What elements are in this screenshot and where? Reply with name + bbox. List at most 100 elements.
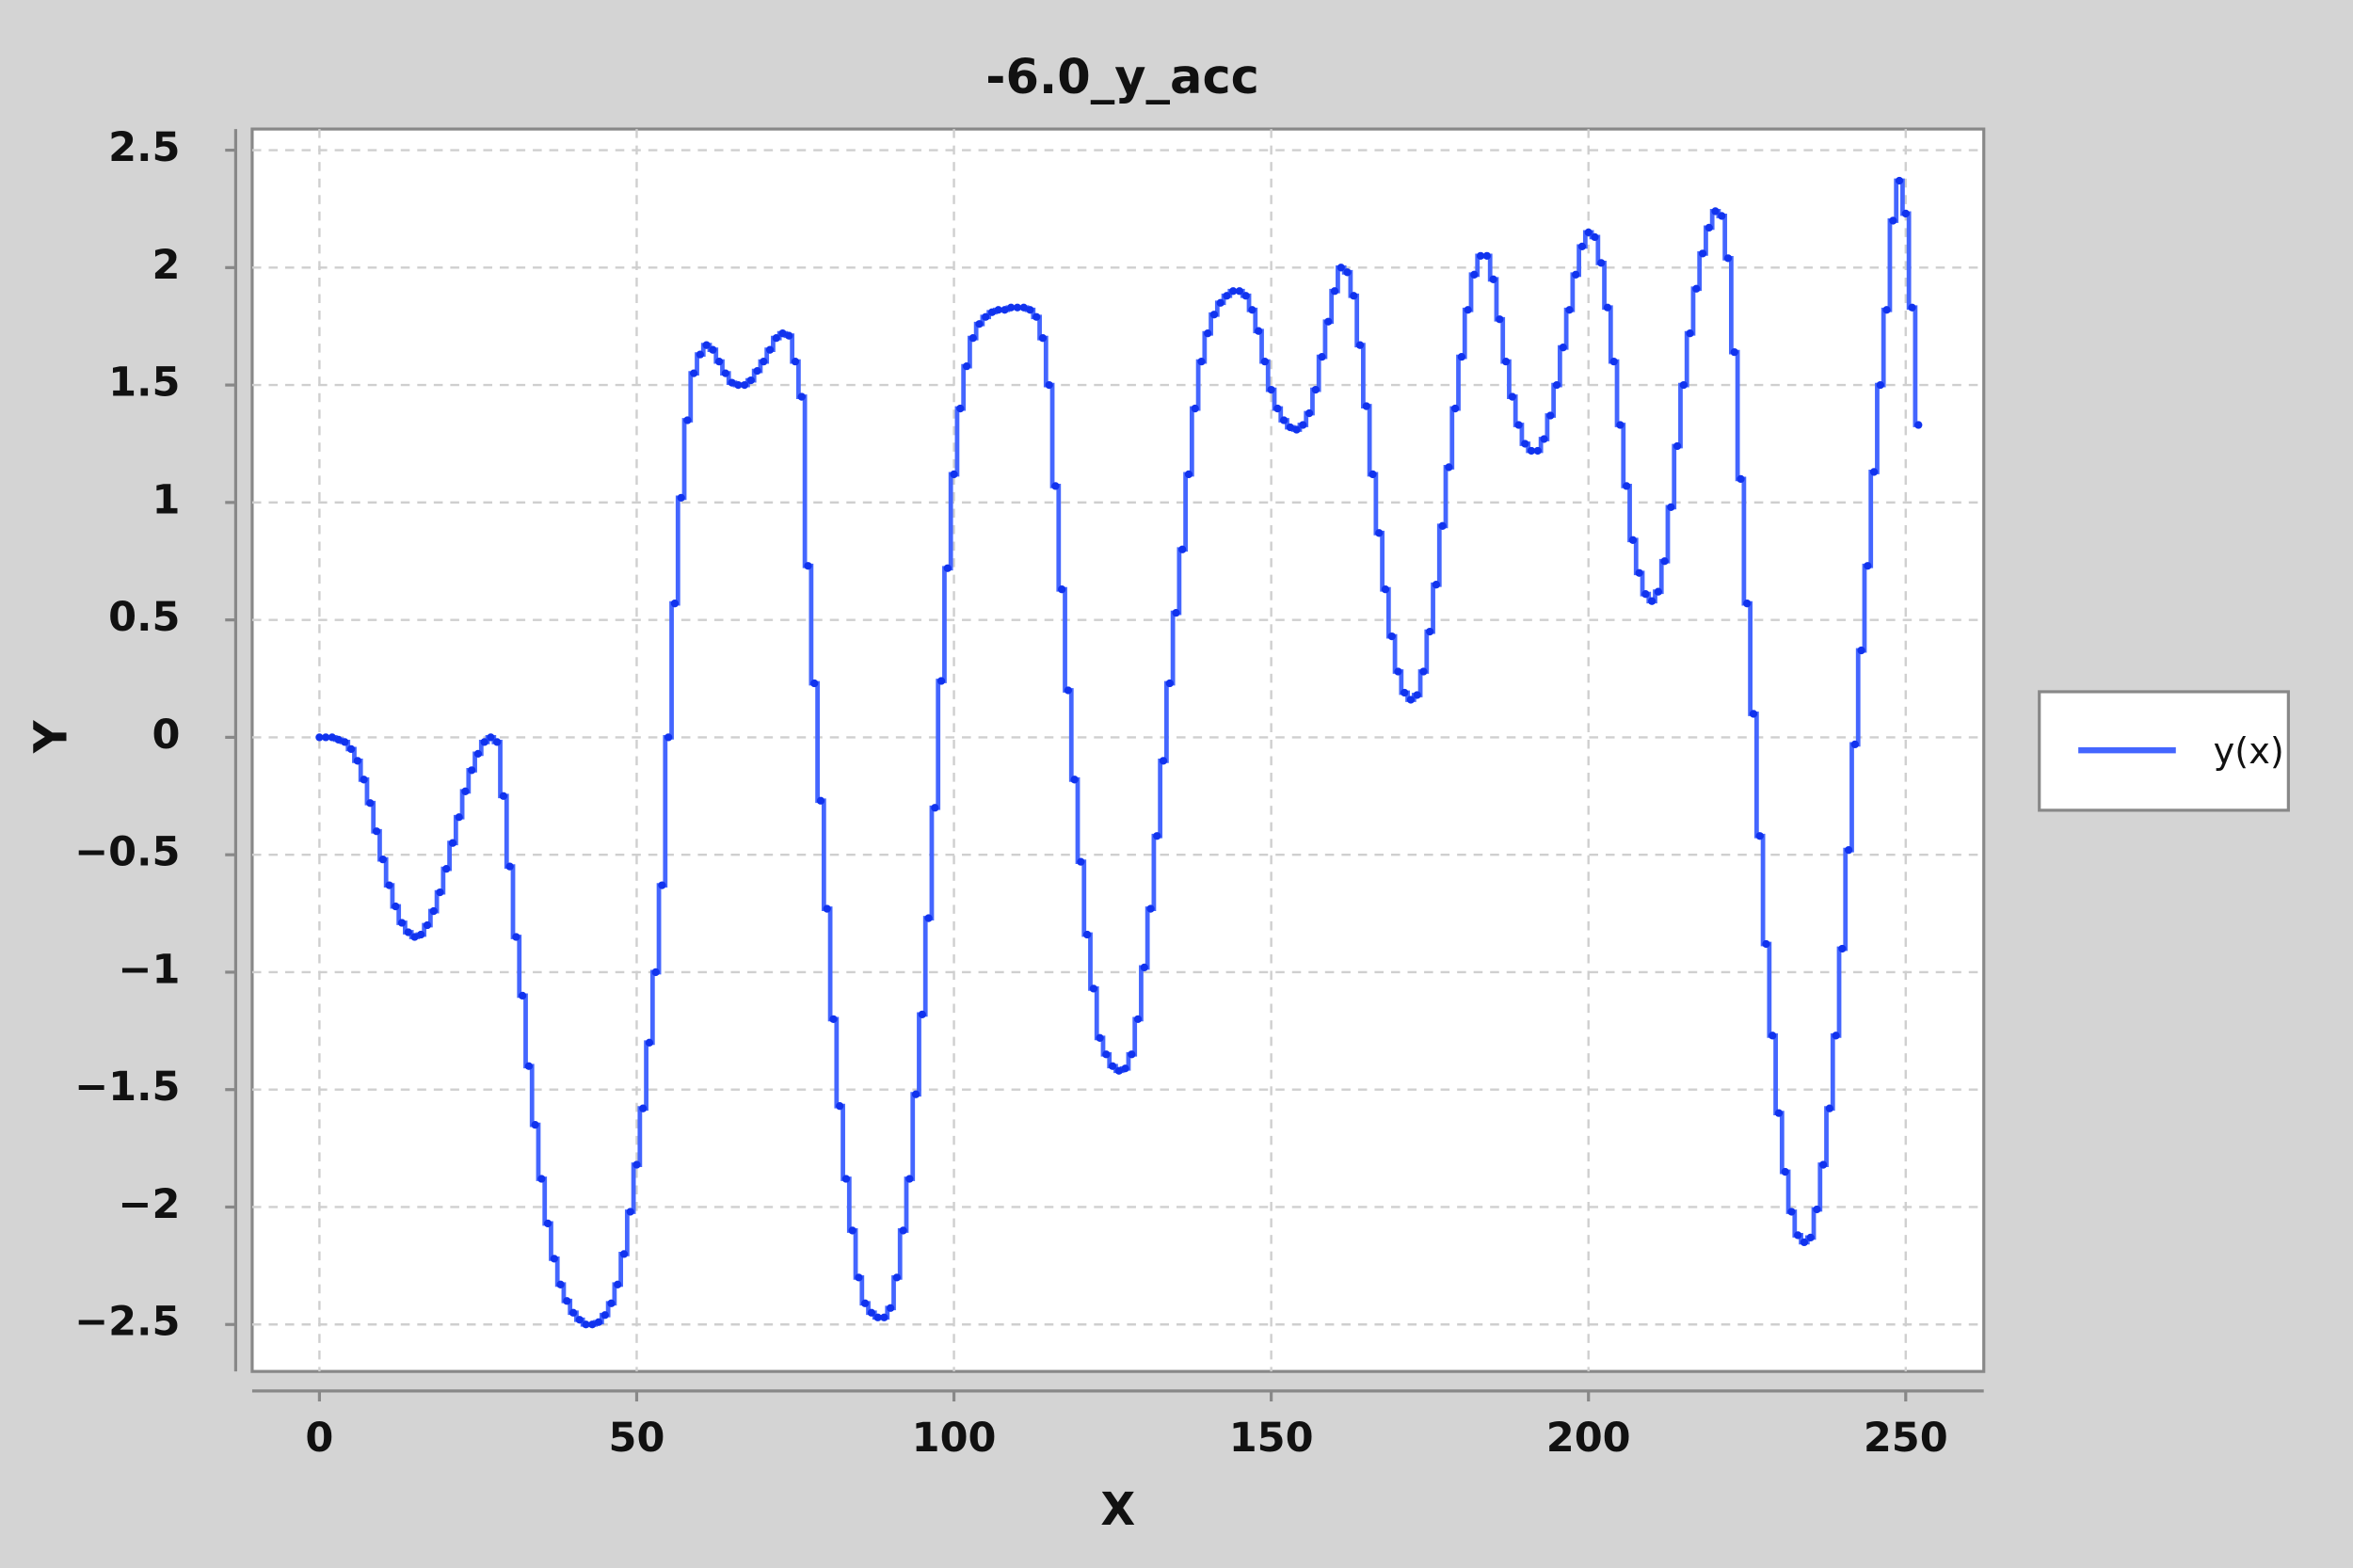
data-point (841, 1175, 851, 1183)
data-point (1572, 270, 1580, 279)
data-point (1438, 521, 1447, 530)
data-point (600, 1311, 609, 1320)
data-point (1273, 404, 1282, 413)
data-point (385, 881, 393, 889)
y-axis-label: Y (25, 719, 77, 754)
data-point (829, 1015, 838, 1023)
data-point (1737, 474, 1745, 484)
data-point (436, 888, 444, 897)
data-point (931, 804, 939, 812)
data-point (1832, 1032, 1840, 1040)
data-point (582, 1320, 590, 1329)
data-point (1140, 963, 1148, 972)
data-point (1794, 1231, 1802, 1240)
data-point (1514, 421, 1523, 429)
data-point (1013, 303, 1022, 312)
data-point (1876, 380, 1884, 390)
data-point (346, 744, 356, 754)
data-point (588, 1320, 597, 1329)
y-tick-label: 0.5 (108, 594, 180, 641)
data-point (473, 749, 483, 759)
data-point (861, 1299, 870, 1307)
y-tick-label: 0 (152, 712, 180, 759)
data-point (987, 308, 997, 316)
data-point (1369, 470, 1377, 479)
plot-area (250, 127, 1986, 1373)
data-point (429, 906, 438, 916)
data-point (1718, 212, 1726, 220)
data-point (982, 312, 990, 321)
data-point (556, 1280, 565, 1288)
data-point (1623, 482, 1631, 490)
legend: y(x) (2038, 690, 2290, 812)
data-point (1857, 646, 1865, 655)
data-point (1184, 470, 1193, 479)
data-point (1628, 536, 1638, 544)
data-point (797, 392, 806, 401)
data-point (696, 350, 705, 359)
data-point (321, 733, 330, 742)
data-point (804, 562, 812, 570)
data-point (1749, 710, 1758, 718)
data-point (1159, 757, 1168, 765)
data-point (823, 904, 831, 913)
data-point (499, 792, 508, 800)
data-point (1255, 327, 1263, 335)
data-point (810, 679, 819, 688)
data-point (1128, 1050, 1136, 1059)
data-point (1121, 1064, 1129, 1073)
data-point (423, 920, 432, 930)
y-tick-label: 2.5 (108, 124, 180, 171)
data-point (714, 358, 724, 366)
data-point (334, 735, 343, 744)
data-point (690, 369, 698, 377)
data-point (1375, 529, 1384, 537)
data-point (1146, 904, 1155, 913)
data-point (1654, 587, 1663, 596)
data-point (721, 369, 730, 377)
y-tick-label: −1.5 (74, 1064, 180, 1111)
data-point (1381, 585, 1390, 594)
data-point (1178, 545, 1187, 553)
data-point (772, 334, 780, 343)
data-point (639, 1104, 648, 1112)
data-point (1102, 1050, 1111, 1059)
data-point (1133, 1015, 1143, 1023)
data-point (1591, 232, 1599, 242)
data-point (397, 919, 407, 927)
data-point (1077, 857, 1085, 866)
data-point (1089, 984, 1098, 993)
data-point (918, 1010, 926, 1019)
data-point (1496, 315, 1504, 324)
data-point (1889, 216, 1897, 225)
x-tick-label: 0 (305, 1415, 333, 1462)
data-point (1686, 329, 1694, 338)
data-point (1787, 1208, 1796, 1216)
data-point (1774, 1109, 1784, 1117)
data-point (1813, 1205, 1821, 1214)
data-point (1762, 939, 1770, 949)
data-point (1800, 1238, 1809, 1247)
data-point (740, 380, 749, 390)
data-point (1267, 385, 1275, 394)
data-point (1401, 688, 1409, 697)
data-point (1864, 562, 1872, 570)
data-point (1711, 207, 1720, 216)
data-point (1038, 334, 1048, 343)
y-tick-label: −0.5 (74, 829, 180, 876)
data-point (1450, 404, 1460, 413)
data-point (746, 376, 755, 385)
data-point (765, 345, 775, 354)
data-point (1577, 242, 1587, 251)
data-point (442, 864, 451, 873)
data-point (1191, 404, 1199, 413)
data-point (505, 862, 514, 871)
data-point (734, 380, 743, 390)
data-point (461, 787, 470, 795)
data-point (785, 331, 793, 340)
data-point (1489, 275, 1497, 283)
data-point (924, 914, 933, 922)
data-point (537, 1175, 546, 1183)
data-point (1362, 402, 1370, 410)
data-point (1844, 846, 1853, 855)
